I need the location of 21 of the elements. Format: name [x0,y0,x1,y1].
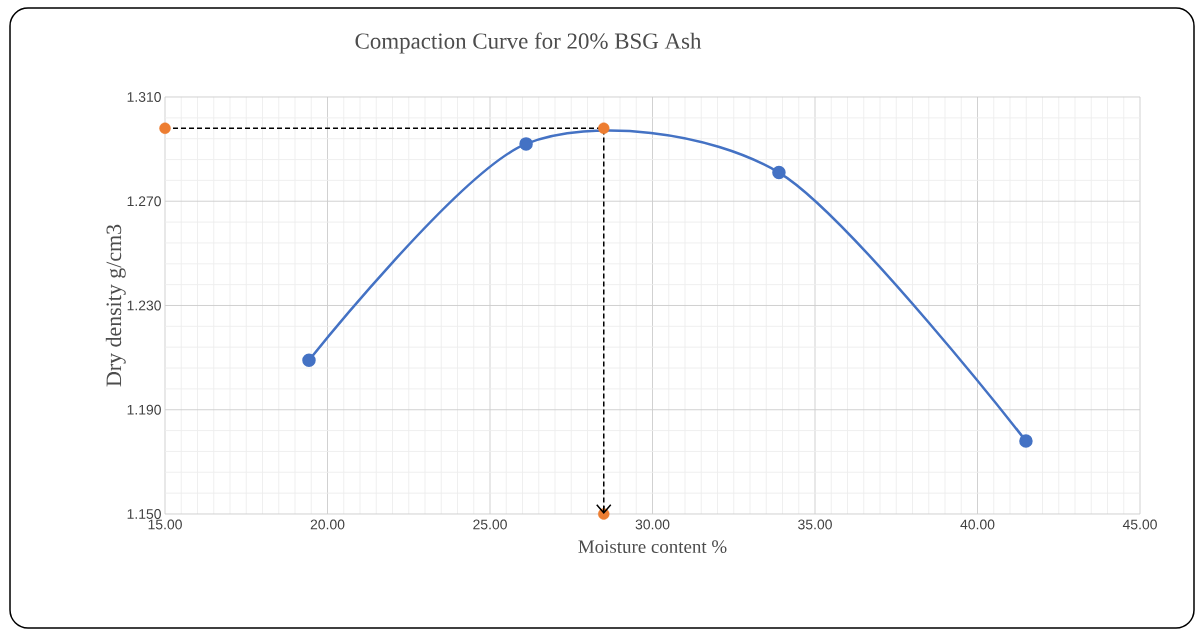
y-tick-label: 1.310 [127,92,161,102]
x-tick-label: 30.00 [635,519,670,530]
x-tick-label: 45.00 [1122,519,1157,530]
x-tick-label: 25.00 [473,519,507,530]
point [302,353,316,367]
x-tick-label: 20.00 [310,519,345,530]
x-tick-label: 35.00 [798,519,832,530]
y-tick-label: 1.150 [127,509,161,519]
x-tick-label: 15.00 [148,519,182,530]
y-tick-label: 1.230 [127,300,161,311]
point [772,165,786,180]
y-tick-label: 1.190 [127,404,161,415]
x-tick-label: 40.00 [960,519,995,530]
y-tick-label: 1.270 [127,196,161,207]
point [519,137,533,151]
point [598,122,610,134]
x-axis-title: Moisture content % [578,540,727,554]
point [1019,434,1033,448]
chart-title: Compaction Curve for 20% BSG Ash [355,32,702,54]
point [159,122,171,134]
y-axis-title: Dry density g/cm3 [105,224,126,387]
